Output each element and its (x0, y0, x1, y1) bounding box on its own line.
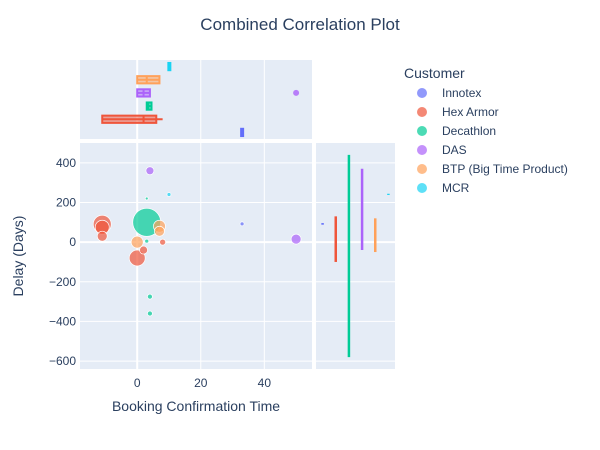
y-tick-label: 0 (69, 235, 76, 249)
right-marginal-background (316, 143, 395, 369)
y-tick-label: −600 (49, 354, 76, 368)
scatter-point (166, 192, 172, 197)
scatter-point (147, 293, 153, 300)
scatter-point (159, 238, 166, 246)
box-body (136, 75, 161, 85)
scatter-point (139, 245, 148, 255)
legend-marker (417, 88, 427, 98)
top-marginal-boxes (101, 61, 300, 138)
y-tick-label: −200 (49, 275, 76, 289)
legend-label: Hex Armor (442, 105, 499, 119)
legend-label: MCR (442, 181, 470, 195)
x-tick-label: 40 (258, 376, 272, 390)
legend-label: Decathlon (442, 124, 496, 138)
x-tick-labels: 0 20 40 (134, 376, 271, 390)
box-body (101, 114, 158, 124)
chart-title: Combined Correlation Plot (200, 15, 400, 34)
scatter-point (145, 166, 155, 176)
y-axis-title: Delay (Days) (10, 216, 26, 297)
scatter-point (96, 230, 108, 242)
legend-marker (417, 145, 427, 155)
top-marginal-background (80, 60, 312, 139)
y-tick-label: 400 (56, 156, 76, 170)
scatter-point (144, 196, 149, 201)
legend-items: Innotex Hex Armor Decathlon DAS BTP (Big Tim… (417, 86, 568, 195)
y-tick-labels: 400 200 0 −200 −400 −600 (49, 156, 76, 368)
x-tick-label: 20 (194, 376, 208, 390)
y-tick-label: 200 (56, 195, 76, 209)
right-marginal-violin-plot (316, 143, 395, 369)
legend-marker (417, 183, 427, 193)
legend-marker (417, 107, 427, 117)
legend-label: BTP (Big Time Product) (442, 162, 568, 176)
right-marginal-gridlines (316, 162, 395, 362)
legend-marker (417, 164, 427, 174)
top-marginal-box-plot (80, 60, 312, 139)
right-marginal-violins (321, 154, 390, 358)
main-gridlines (80, 143, 312, 369)
scatter-points (92, 166, 302, 317)
y-tick-label: −400 (49, 314, 76, 328)
legend-label: DAS (442, 143, 467, 157)
top-marginal-gridlines (136, 60, 265, 139)
box-outlier (293, 89, 300, 96)
scatter-point (147, 310, 153, 317)
x-tick-label: 0 (134, 376, 141, 390)
legend-marker (417, 126, 427, 136)
legend: Customer Innotex Hex Armor Decathlon DAS BTP… (404, 65, 568, 195)
main-plot-area: 0 20 40 400 200 0 −200 −400 −600 (49, 143, 312, 390)
x-axis-title: Booking Confirmation Time (112, 398, 280, 414)
scatter-point (128, 249, 146, 267)
scatter-point (154, 225, 165, 237)
scatter-point (239, 221, 245, 227)
scatter-point (130, 235, 144, 249)
scatter-point (290, 233, 302, 245)
legend-label: Innotex (442, 86, 481, 100)
main-plot-background (80, 143, 312, 369)
legend-title: Customer (404, 65, 465, 81)
scatter-point (144, 238, 150, 244)
